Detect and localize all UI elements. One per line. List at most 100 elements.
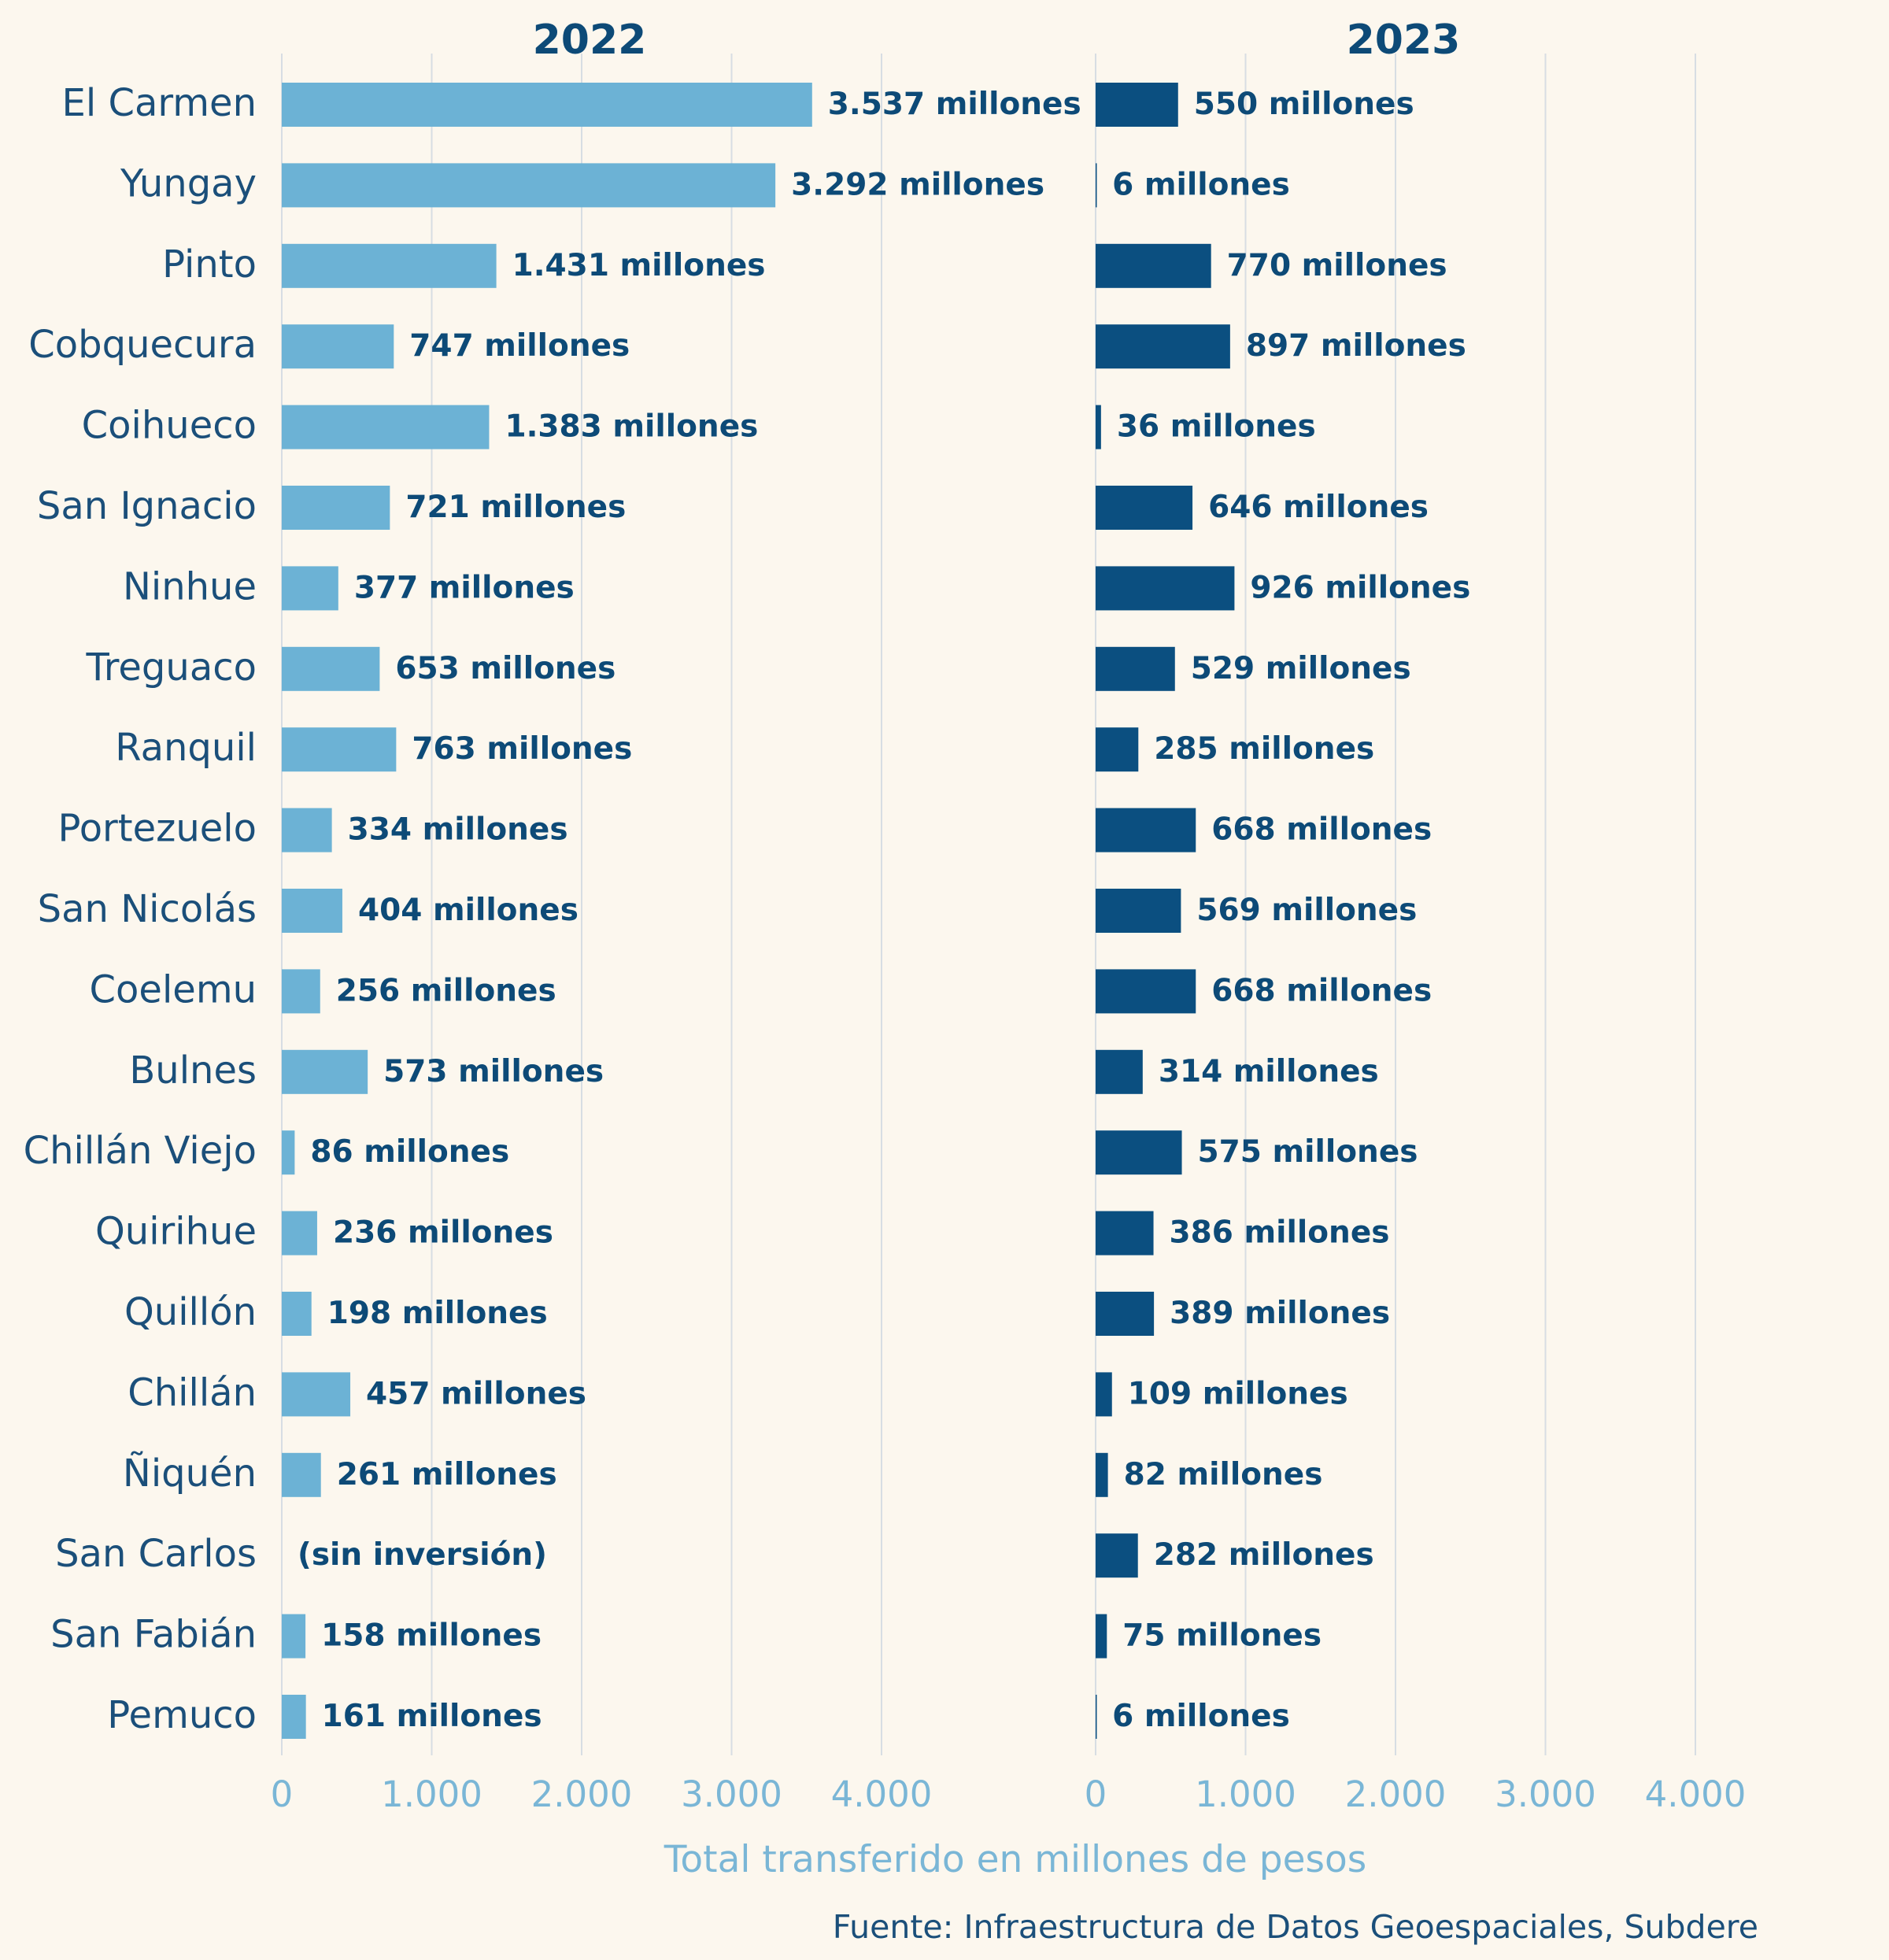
- data-label-2023: 529 millones: [1191, 651, 1411, 686]
- bar-2022: [282, 324, 394, 369]
- bar-2022: [282, 566, 338, 611]
- category-label: San Ignacio: [37, 484, 257, 528]
- data-label-2022: 404 millones: [358, 893, 579, 928]
- data-label-2022: 377 millones: [354, 570, 575, 605]
- x-tick-label-2022-4: 4.000: [831, 1773, 933, 1815]
- bar-2023: [1096, 1130, 1182, 1175]
- data-label-2023: 569 millones: [1196, 893, 1417, 928]
- panel-title-2023: 2023: [1347, 17, 1461, 64]
- bar-2022: [282, 969, 320, 1014]
- source-note: Fuente: Infraestructura de Datos Geoespa…: [833, 1908, 1758, 1946]
- bar-2022: [282, 646, 380, 691]
- category-label: Ranquil: [115, 726, 257, 770]
- category-label: Bulnes: [129, 1048, 257, 1093]
- category-label: San Fabián: [50, 1613, 257, 1657]
- category-label: San Nicolás: [38, 887, 257, 931]
- bar-2022: [282, 163, 776, 208]
- data-label-2023: 314 millones: [1159, 1054, 1379, 1089]
- bar-2023: [1096, 1372, 1112, 1417]
- data-label-2022: 1.383 millones: [505, 409, 758, 445]
- x-tick-label-2022-2: 2.000: [531, 1773, 633, 1815]
- data-label-2023: 109 millones: [1128, 1376, 1348, 1411]
- bar-2023: [1096, 1533, 1138, 1578]
- data-label-2023: 386 millones: [1170, 1215, 1390, 1251]
- data-label-2022: 158 millones: [321, 1618, 542, 1654]
- bar-2022: [282, 243, 497, 288]
- data-label-2023: 770 millones: [1227, 248, 1447, 283]
- bar-2022: [282, 889, 342, 933]
- data-label-2022: 653 millones: [395, 651, 615, 686]
- panel-title-2022: 2022: [533, 17, 647, 64]
- data-label-2023: 575 millones: [1198, 1134, 1418, 1170]
- category-label: Portezuelo: [57, 807, 257, 851]
- data-label-2022: 261 millones: [337, 1457, 557, 1492]
- x-tick-label-2023-4: 4.000: [1645, 1773, 1747, 1815]
- bar-2023: [1096, 243, 1211, 288]
- bar-2023: [1096, 405, 1101, 449]
- category-label: Chillán: [128, 1370, 257, 1415]
- data-label-2022: 457 millones: [366, 1376, 586, 1411]
- data-label-2022: 1.431 millones: [512, 248, 766, 283]
- data-label-2022: 721 millones: [405, 490, 626, 525]
- text-layer: 0 1.000 2.000 3.000 4.000 2022 0 1.000 2.000 3.00…: [24, 17, 1747, 1815]
- data-label-2022: 86 millones: [310, 1134, 509, 1170]
- bar-2023: [1096, 646, 1175, 691]
- category-label: Quillón: [124, 1290, 257, 1334]
- bar-layer: [282, 83, 1235, 1739]
- x-tick-label-2022-1: 1.000: [381, 1773, 482, 1815]
- bar-2022: [282, 83, 812, 127]
- bar-2023: [1096, 1695, 1097, 1739]
- bar-2023: [1096, 1049, 1143, 1094]
- data-label-2023: 82 millones: [1124, 1457, 1323, 1492]
- bar-2023: [1096, 808, 1196, 852]
- data-label-2023: 389 millones: [1170, 1296, 1390, 1331]
- bar-2023: [1096, 324, 1230, 369]
- data-label-2022: (sin inversión): [298, 1537, 547, 1573]
- x-tick-label-2022-3: 3.000: [681, 1773, 782, 1815]
- category-label: Quirihue: [95, 1210, 257, 1254]
- data-label-2022: 161 millones: [322, 1699, 542, 1734]
- bar-2022: [282, 1614, 306, 1659]
- x-tick-label-2023-1: 1.000: [1195, 1773, 1296, 1815]
- bar-2022: [282, 727, 397, 772]
- category-label: Coelemu: [90, 967, 257, 1011]
- bar-2022: [282, 405, 490, 449]
- category-label: Treguaco: [85, 645, 257, 690]
- data-label-2022: 573 millones: [383, 1054, 604, 1089]
- data-label-2022: 747 millones: [409, 328, 630, 364]
- x-tick-label-2023-3: 3.000: [1495, 1773, 1596, 1815]
- category-label: Yungay: [120, 161, 257, 205]
- data-label-2023: 926 millones: [1250, 570, 1470, 605]
- data-label-2022: 334 millones: [348, 812, 568, 848]
- bar-2022: [282, 1452, 321, 1497]
- bar-2022: [282, 808, 332, 852]
- data-label-2023: 75 millones: [1122, 1618, 1322, 1654]
- bar-2023: [1096, 566, 1235, 611]
- bar-2023: [1096, 486, 1193, 530]
- data-label-2023: 6 millones: [1112, 167, 1290, 202]
- bar-2022: [282, 1695, 306, 1739]
- data-label-2023: 550 millones: [1194, 87, 1414, 122]
- bar-2023: [1096, 1292, 1155, 1336]
- data-label-2022: 3.292 millones: [791, 167, 1044, 202]
- bar-2023: [1096, 889, 1181, 933]
- data-label-2022: 3.537 millones: [828, 87, 1081, 122]
- bar-2022: [282, 486, 390, 530]
- x-tick-label-2023-2: 2.000: [1345, 1773, 1447, 1815]
- bar-2023: [1096, 1211, 1154, 1256]
- bar-2023: [1096, 727, 1139, 772]
- data-label-2022: 236 millones: [333, 1215, 553, 1251]
- category-label: Coihueco: [82, 404, 257, 448]
- data-label-2023: 668 millones: [1211, 812, 1432, 848]
- x-axis-label: Total transferido en millones de pesos: [664, 1838, 1367, 1881]
- bar-2022: [282, 1130, 295, 1175]
- category-label: Pinto: [162, 242, 257, 287]
- data-label-2023: 897 millones: [1246, 328, 1466, 364]
- category-label: San Carlos: [55, 1532, 257, 1576]
- bar-2023: [1096, 1614, 1107, 1659]
- bar-2023: [1096, 83, 1178, 127]
- bar-2022: [282, 1292, 312, 1336]
- data-label-2023: 285 millones: [1154, 731, 1374, 767]
- category-label: El Carmen: [62, 81, 257, 125]
- bar-2022: [282, 1372, 351, 1417]
